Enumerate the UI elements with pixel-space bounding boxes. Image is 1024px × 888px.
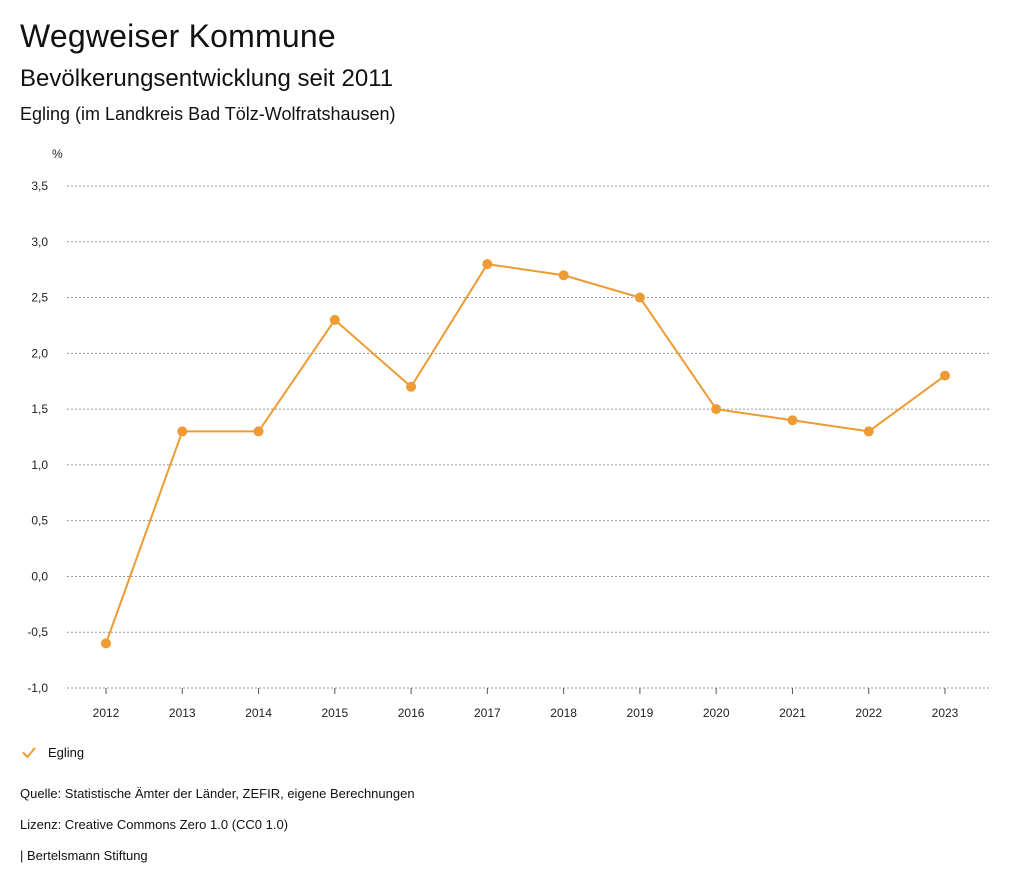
data-point[interactable] [863, 426, 874, 437]
line-chart: % -1,0-0,50,00,51,01,52,02,53,03,5 2012 2… [27, 147, 990, 720]
x-tick-label: 2018 [550, 706, 577, 720]
x-tick-label: 2023 [932, 706, 959, 720]
series-layer [101, 259, 950, 649]
y-axis-ticks: -1,0 -0,5 0,0 0,5 1,0 1,5 2,0 2,5 3,0 3,5 [27, 179, 48, 695]
data-point[interactable] [101, 638, 111, 649]
x-tick-label: 2017 [474, 706, 501, 720]
source-note: Quelle: Statistische Ämter der Länder, Z… [20, 786, 415, 801]
publisher-note: | Bertelsmann Stiftung [20, 848, 148, 863]
y-axis-unit-label: % [52, 147, 63, 161]
data-point[interactable] [711, 404, 722, 415]
y-tick-label: 3,5 [31, 179, 48, 193]
license-note: Lizenz: Creative Commons Zero 1.0 (CC0 1… [20, 817, 289, 832]
series-line-egling [105, 263, 946, 644]
data-point[interactable] [329, 314, 340, 325]
y-tick-label: 3,0 [31, 235, 48, 249]
page-title: Wegweiser Kommune [20, 18, 336, 54]
x-tick-label: 2016 [398, 706, 425, 720]
x-tick-label: 2012 [93, 706, 120, 720]
data-point[interactable] [482, 259, 493, 270]
y-tick-label: 2,5 [31, 291, 48, 305]
y-tick-label: 0,0 [31, 569, 48, 583]
x-tick-label: 2014 [245, 706, 272, 720]
x-tick-label: 2022 [855, 706, 882, 720]
data-point[interactable] [634, 292, 645, 303]
data-point[interactable] [787, 415, 798, 426]
x-tick-label: 2019 [627, 706, 654, 720]
check-icon [22, 747, 36, 758]
data-point[interactable] [406, 381, 417, 392]
y-tick-label: -0,5 [27, 625, 48, 639]
x-tick-label: 2020 [703, 706, 730, 720]
y-tick-label: -1,0 [27, 681, 48, 695]
x-axis-ticks: 2012 2013 2014 2015 2016 2017 2018 2019 2020 2021… [93, 688, 959, 720]
region-label: Egling (im Landkreis Bad Tölz-Wolfratsha… [20, 104, 396, 124]
grid-layer [67, 185, 990, 689]
data-point[interactable] [558, 270, 569, 281]
x-tick-label: 2021 [779, 706, 806, 720]
y-tick-label: 2,0 [31, 346, 48, 360]
data-point[interactable] [253, 426, 264, 437]
y-tick-label: 0,5 [31, 514, 48, 528]
chart-subtitle: Bevölkerungsentwicklung seit 2011 [20, 65, 394, 92]
legend[interactable]: Egling [22, 745, 84, 760]
y-tick-label: 1,0 [31, 458, 48, 472]
x-tick-label: 2015 [321, 706, 348, 720]
data-point[interactable] [177, 426, 188, 437]
data-point[interactable] [940, 370, 950, 381]
x-tick-label: 2013 [169, 706, 196, 720]
legend-label-egling: Egling [48, 745, 85, 760]
y-tick-label: 1,5 [31, 402, 48, 416]
